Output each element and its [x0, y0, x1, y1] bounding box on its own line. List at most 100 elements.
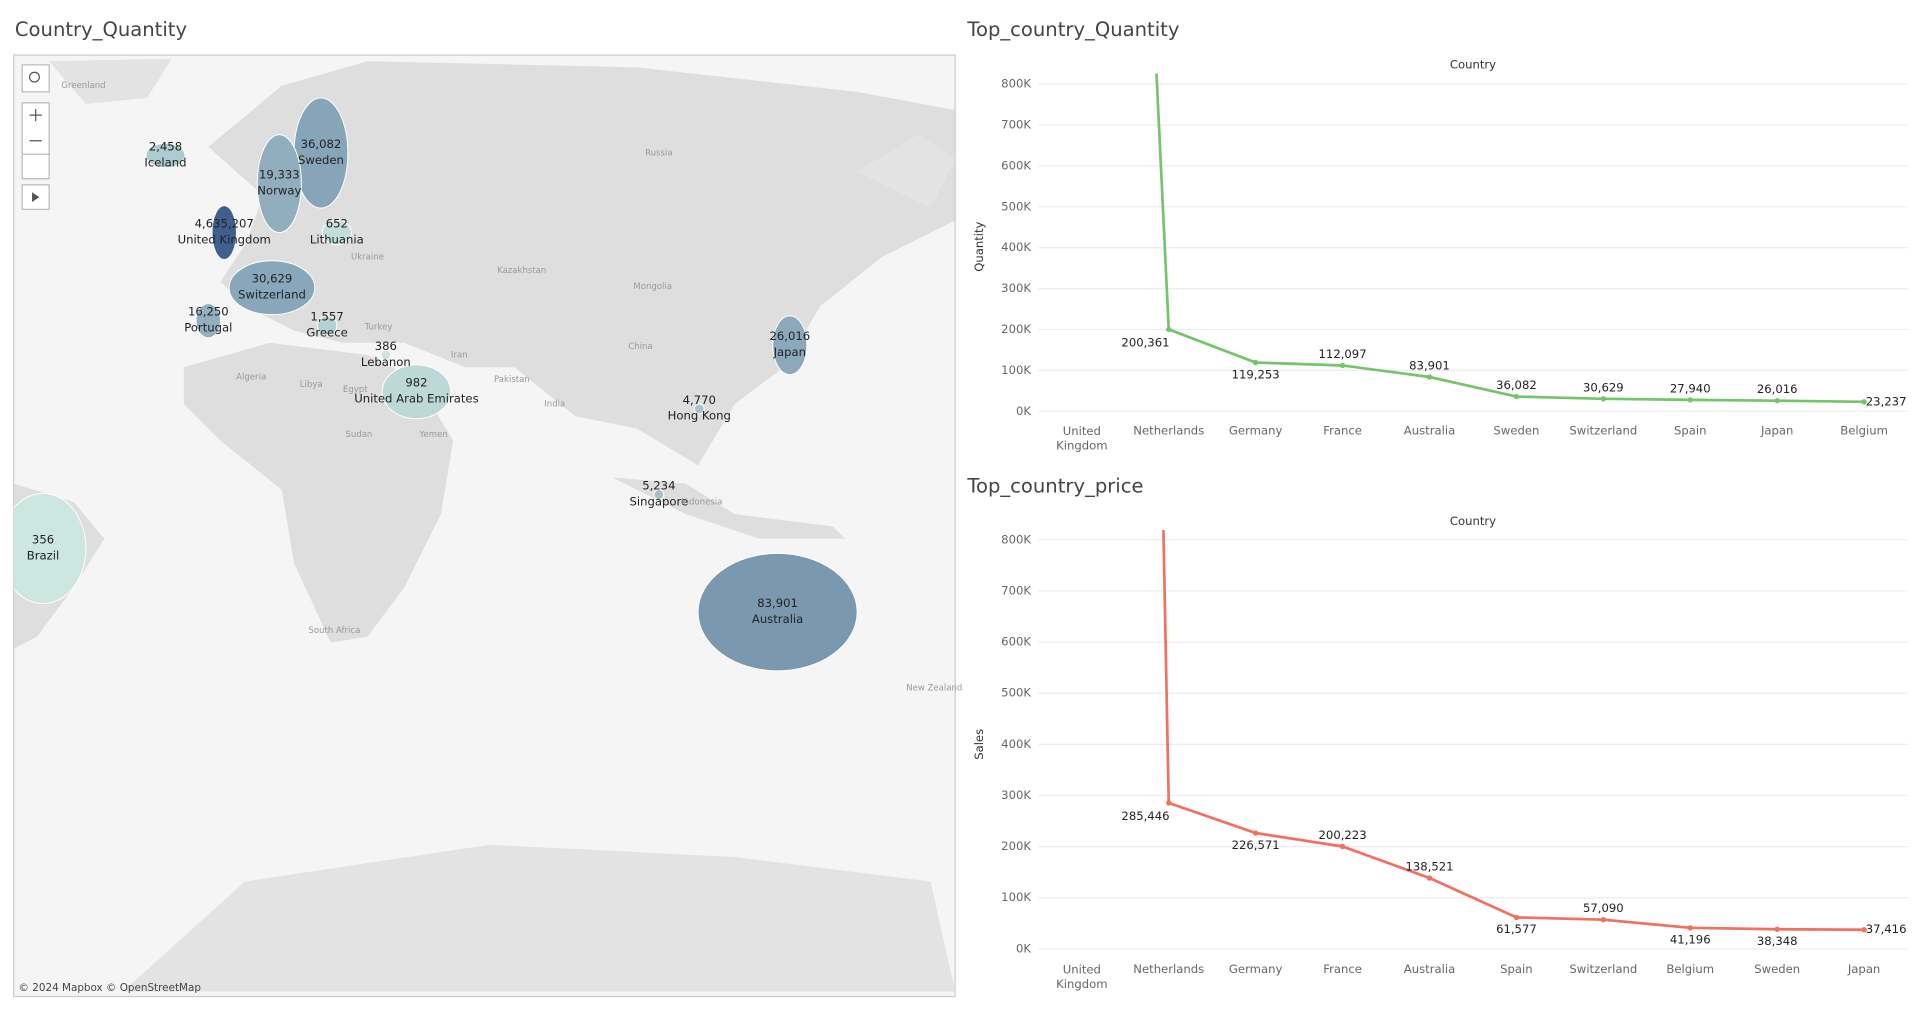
data-point	[1687, 397, 1693, 403]
attribution: © 2024 Mapbox © OpenStreetMap	[19, 982, 202, 994]
series	[1155, 73, 1867, 405]
basemap-label: Indonesia	[681, 497, 722, 507]
y-tick-label: 600K	[1001, 635, 1031, 649]
value-label: 226,571	[1232, 838, 1280, 852]
basemap-label: Kazakhstan	[497, 266, 546, 276]
value-label: 285,446	[1121, 809, 1169, 823]
basemap-label: Russia	[645, 149, 673, 159]
y-tick-label: 400K	[1001, 737, 1031, 751]
x-tick-label: France	[1323, 962, 1362, 976]
country-region	[316, 315, 338, 336]
country-region	[697, 552, 858, 672]
country-value-label: 4,770	[683, 393, 716, 407]
basemap-label: Pakistan	[494, 375, 530, 385]
map: 2,458Iceland36,082Sweden19,333Norway652L…	[13, 81, 962, 694]
value-label: 138,521	[1405, 860, 1453, 874]
country-value-label: 26,016	[769, 329, 810, 343]
y-tick-label: 0K	[1016, 404, 1031, 418]
country-value-label: 652	[326, 217, 348, 231]
country-value-label: 4,635,207	[195, 217, 254, 231]
country-name-label: Lithuania	[310, 232, 364, 246]
country-region	[693, 403, 705, 415]
basemap-label: Algeria	[236, 373, 266, 383]
value-label: 57,090	[1583, 901, 1624, 915]
x-tick-label: Germany	[1229, 423, 1283, 437]
x-tick-label: Japan	[1847, 962, 1880, 976]
country-region	[228, 260, 316, 316]
country-name-label: Norway	[257, 183, 301, 197]
data-point	[1513, 393, 1520, 400]
country-value-label: 982	[405, 376, 427, 390]
y-tick-label: 300K	[1001, 281, 1031, 295]
value-label: 61,577	[1496, 922, 1537, 936]
data-point	[1600, 916, 1607, 923]
map-title: Country_Quantity	[15, 18, 187, 41]
y-tick-label: 0K	[1016, 941, 1031, 955]
country-value-label: 356	[32, 532, 54, 546]
line-chart: Country Quantity 0K 100K 200K 300K 400K 500K 600…	[972, 57, 1908, 452]
series-line	[1162, 530, 1865, 932]
country-region	[380, 349, 392, 361]
data-point	[1339, 843, 1346, 850]
value-label: 30,629	[1583, 380, 1624, 394]
country-value-label: 386	[375, 339, 397, 353]
series	[1162, 530, 1867, 933]
data-point	[1687, 925, 1693, 931]
y-tick-label: 800K	[1001, 77, 1031, 91]
search-icon	[28, 71, 40, 83]
x-tick-label: United Kingdom	[1056, 423, 1107, 452]
basemap-label: Sudan	[345, 430, 372, 440]
data-point	[1252, 830, 1259, 836]
country-value-label: 83,901	[757, 596, 798, 610]
country-name-label: Australia	[752, 612, 803, 626]
country-value-label: 16,250	[188, 305, 229, 319]
country-name-label: Greece	[306, 325, 347, 339]
value-label: 83,901	[1409, 358, 1450, 372]
column-header: Country	[1450, 514, 1496, 528]
country-region	[381, 364, 452, 420]
country-name-label: Sweden	[298, 153, 344, 167]
y-tick-label: 500K	[1001, 686, 1031, 700]
y-tick-label: 300K	[1001, 788, 1031, 802]
value-label: 36,082	[1496, 378, 1537, 392]
x-tick-label: Australia	[1404, 962, 1455, 976]
column-header: Country	[1450, 57, 1496, 71]
basemap-label: China	[628, 342, 652, 352]
country-region	[145, 142, 186, 169]
country-region	[195, 303, 222, 339]
data-point	[1600, 396, 1607, 402]
reset-button[interactable]	[21, 153, 50, 180]
x-tick-label: Spain	[1674, 423, 1706, 437]
country-name-label: Portugal	[184, 321, 232, 335]
y-tick-label: 200K	[1001, 322, 1031, 336]
country-value-label: 1,557	[310, 310, 343, 324]
data-point	[1339, 362, 1346, 369]
data-point	[1861, 927, 1867, 933]
country-region	[256, 134, 302, 234]
value-label: 37,416	[1866, 922, 1907, 936]
country-name-label: Singapore	[630, 494, 689, 508]
value-label: 38,348	[1757, 934, 1798, 948]
data-point	[1513, 914, 1520, 921]
search-button[interactable]	[21, 64, 50, 93]
data-point	[1252, 359, 1259, 366]
basemap-label: Greenland	[61, 81, 105, 91]
country-value-label: 19,333	[259, 168, 300, 182]
x-tick-label: Japan	[1760, 423, 1793, 437]
country-region	[772, 315, 808, 376]
value-label: 200,361	[1121, 335, 1169, 349]
y-tick-label: 700K	[1001, 117, 1031, 131]
x-tick-label: Netherlands	[1133, 423, 1204, 437]
map-toolbar[interactable]	[21, 64, 50, 210]
basemap-label: India	[544, 400, 565, 410]
basemap-label: Egypt	[343, 385, 368, 395]
play-icon	[32, 192, 40, 202]
data-point	[1166, 800, 1172, 806]
y-tick-label: 200K	[1001, 839, 1031, 853]
y-axis-title: Sales	[972, 729, 986, 760]
y-tick-label: 500K	[1001, 199, 1031, 213]
x-tick-label: Belgium	[1666, 962, 1714, 976]
x-tick-label: Switzerland	[1569, 423, 1637, 437]
